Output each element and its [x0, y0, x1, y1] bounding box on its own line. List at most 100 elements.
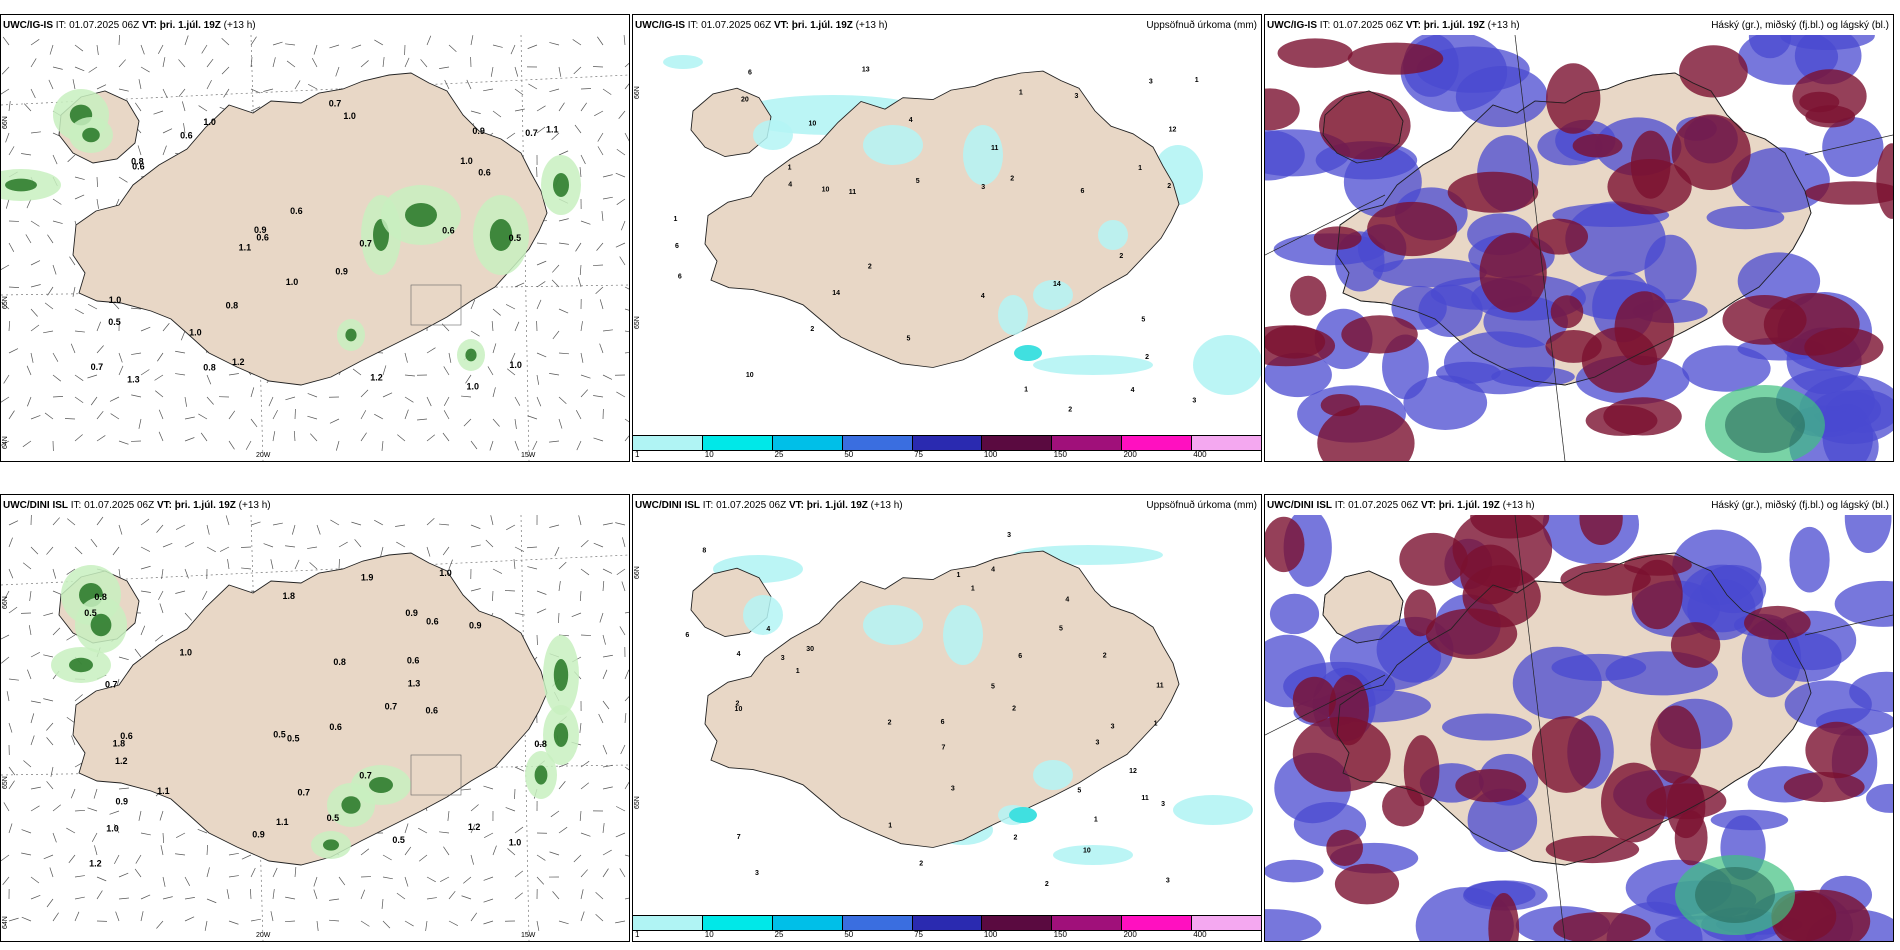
- precip-amount-label: 2: [888, 719, 892, 726]
- precip-amount-label: 6: [685, 632, 689, 639]
- wind-barb: [507, 848, 516, 856]
- wind-barb: [417, 418, 428, 421]
- wind-barb: [3, 590, 10, 600]
- high-cloud-area: [1666, 775, 1706, 839]
- heavy-precip-area: [345, 328, 357, 342]
- lon-label: 15W: [521, 932, 536, 939]
- heavy-precip-area: [553, 659, 569, 691]
- precip-value-label: 1.2: [468, 822, 481, 832]
- high-cloud-area: [1572, 133, 1623, 158]
- wind-barb: [162, 145, 167, 156]
- colorbar-tick-label: 100: [983, 930, 998, 939]
- precip-value-label: 0.9: [472, 126, 485, 136]
- wind-barb: [397, 434, 406, 442]
- precip-panel-row2: UWC/DINI ISL IT: 01.07.2025 06Z VT: þri.…: [632, 494, 1262, 942]
- precip-value-label: 0.6: [132, 161, 145, 171]
- wind-barb: [118, 872, 129, 878]
- heavy-precip-area: [534, 765, 548, 785]
- wind-barb: [96, 890, 103, 900]
- wind-barb: [250, 888, 252, 900]
- wind-barb: [602, 786, 613, 790]
- wind-barb: [448, 352, 452, 363]
- precip-amount-label: 2: [1119, 253, 1123, 260]
- wind-barb: [470, 110, 481, 114]
- wind-barb: [615, 522, 626, 526]
- wind-barb: [558, 826, 568, 834]
- wind-barb: [558, 612, 560, 624]
- wind-barb: [483, 88, 494, 92]
- wind-barb: [162, 896, 173, 900]
- wind-barb: [2, 876, 10, 885]
- precip-value-label: 1.0: [180, 648, 193, 658]
- wind-barb: [618, 110, 626, 119]
- wind-barb: [23, 103, 32, 112]
- wind-barb: [491, 321, 494, 332]
- colorbar-swatch: [772, 436, 843, 450]
- wind-barb: [49, 867, 54, 878]
- colorbar-tick-label: 150: [1053, 450, 1068, 459]
- precip-value-label: 0.8: [203, 363, 216, 373]
- wind-barb: [374, 39, 384, 46]
- wind-barb: [94, 845, 98, 856]
- cloud-panel-row1: UWC/IG-IS IT: 01.07.2025 06Z VT: þri. 1.…: [1264, 14, 1894, 462]
- wind-barb: [272, 522, 283, 526]
- wind-barb: [204, 920, 208, 931]
- high-cloud-area: [1607, 159, 1692, 215]
- high-cloud-area: [1805, 721, 1869, 779]
- hatched-area: [410, 754, 462, 796]
- mid-cloud-area: [1436, 361, 1501, 384]
- precip-area: [863, 125, 923, 165]
- precip-value-label: 0.5: [287, 733, 300, 743]
- wind-barb: [580, 352, 584, 363]
- wind-barb: [134, 868, 142, 878]
- colorbar-tick-label: 200: [1123, 930, 1137, 939]
- wind-barb: [463, 418, 472, 427]
- wind-barb: [201, 44, 208, 54]
- wind-barb: [580, 389, 589, 398]
- cloud-map: [1265, 515, 1893, 941]
- wind-barb: [602, 88, 612, 95]
- wind-barb: [74, 374, 84, 381]
- wind-map: 1.0 1.0 0.6 0.9 0.6 0.6 1.2 0.9 1.0 1.1 1.2 0.9 1.1 0…: [1, 515, 629, 941]
- wind-barb: [447, 810, 450, 821]
- wind-barb: [470, 912, 478, 922]
- wind-barb: [492, 418, 500, 427]
- wind-barb: [74, 194, 85, 200]
- wind-barb: [514, 282, 525, 288]
- precip-value-label: 1.0: [466, 382, 479, 392]
- lat-label: 65N: [634, 796, 641, 809]
- wind-barb: [594, 110, 604, 117]
- wind-barb: [43, 612, 54, 616]
- wind-barb: [250, 918, 261, 922]
- wind-barb: [184, 542, 195, 548]
- wind-barb: [335, 440, 340, 451]
- wind-barb: [352, 368, 362, 376]
- wind-barb: [29, 590, 32, 601]
- wind-barb: [404, 352, 408, 363]
- wind-barb: [135, 854, 142, 864]
- lat-label: 64N: [2, 916, 9, 929]
- panel-header: UWC/DINI ISL IT: 01.07.2025 06Z VT: þri.…: [3, 500, 271, 511]
- wind-barb: [250, 418, 258, 428]
- wind-barb: [74, 396, 84, 404]
- wind-barb: [47, 286, 54, 296]
- precip-amount-label: 5: [1059, 626, 1063, 633]
- wind-barb: [91, 832, 98, 842]
- precip-amount-label: 3: [1166, 878, 1170, 885]
- wind-barb: [46, 722, 54, 731]
- wind-barb: [8, 410, 15, 420]
- wind-barb: [206, 844, 208, 856]
- colorbar-tick-label: 400: [1193, 450, 1207, 459]
- precip-value-label: 0.7: [105, 680, 118, 690]
- wind-barb: [8, 722, 13, 733]
- wind-barb: [228, 410, 236, 420]
- wind-barb: [470, 544, 481, 548]
- mid-cloud-area: [1682, 345, 1771, 392]
- wind-barb: [580, 321, 583, 332]
- mid-cloud-area: [1710, 809, 1789, 831]
- high-cloud-area: [1455, 769, 1527, 803]
- wind-barb: [8, 823, 13, 834]
- wind-barb: [329, 44, 340, 49]
- wind-barb: [329, 898, 340, 901]
- wind-barb: [263, 88, 274, 92]
